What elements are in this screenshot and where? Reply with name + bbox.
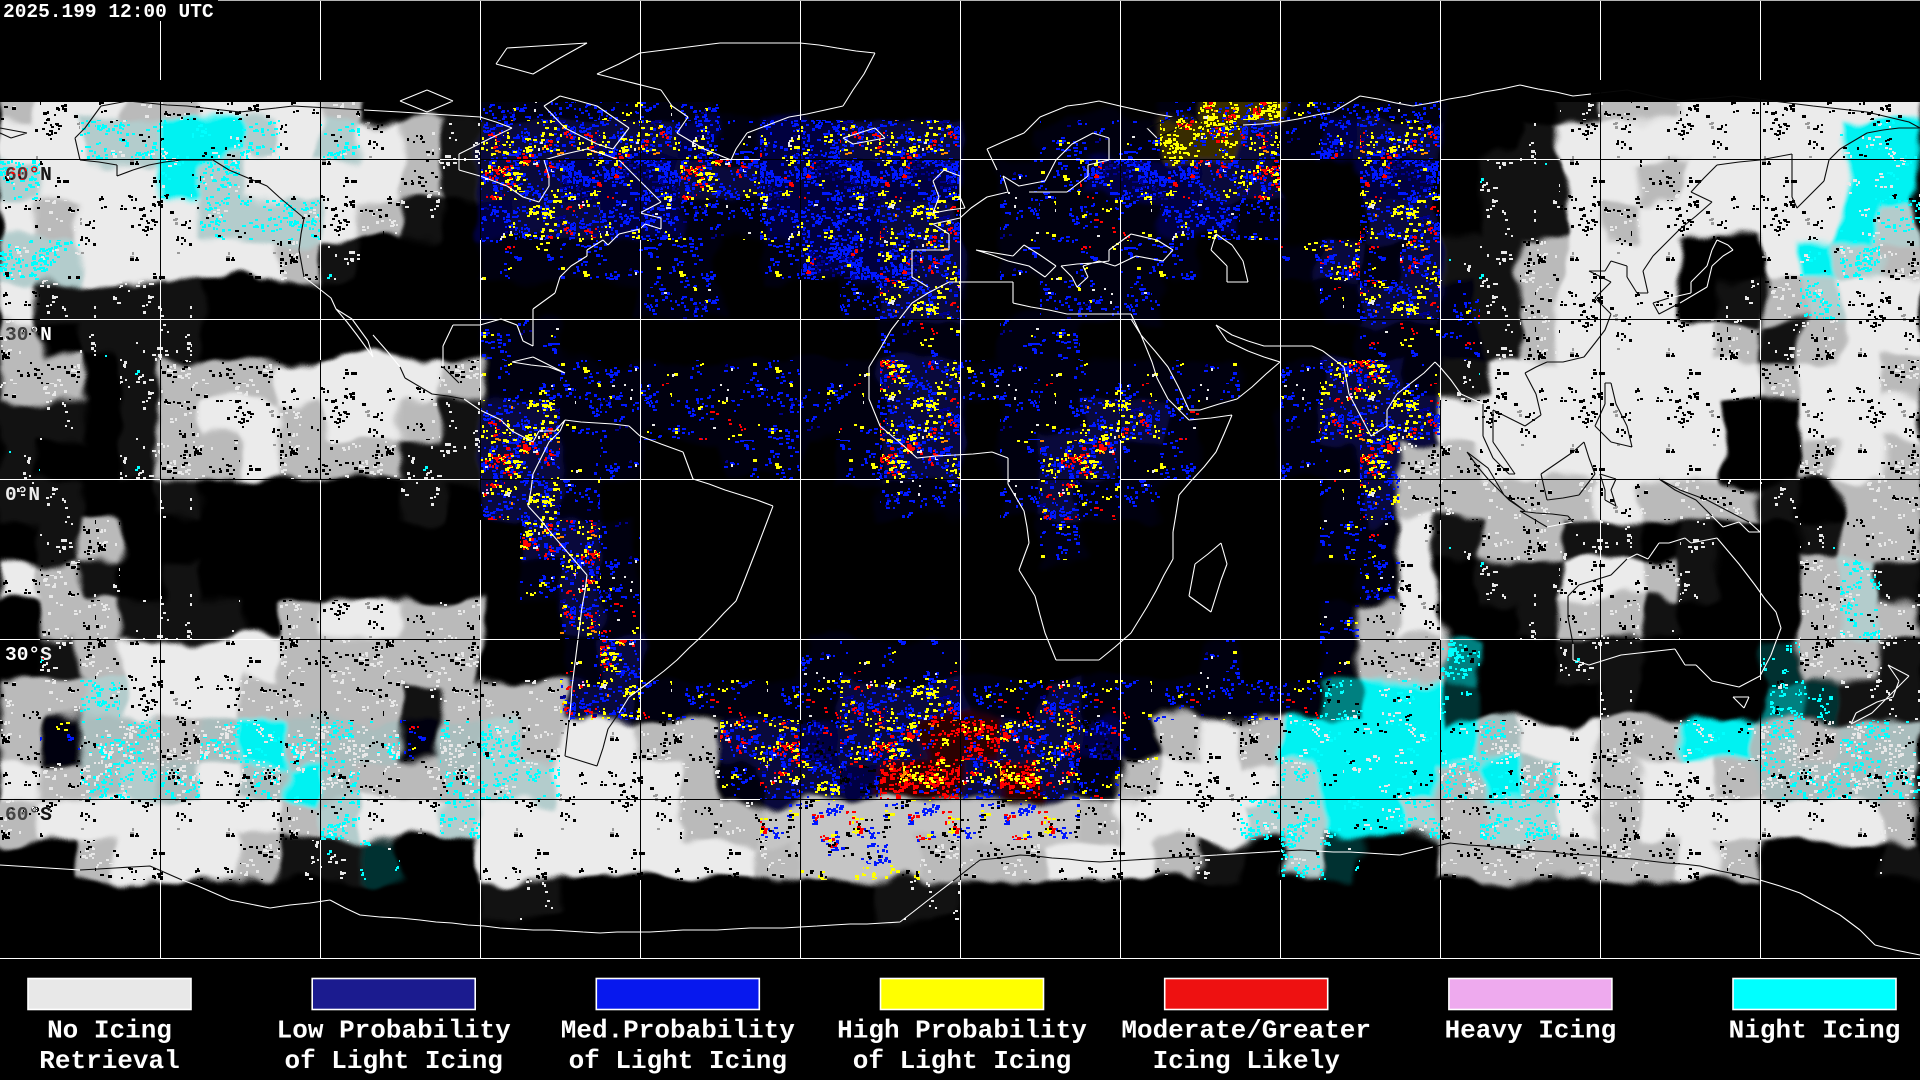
svg-text:Med.Probability: Med.Probability [561,1016,795,1046]
svg-text:Night Icing: Night Icing [1729,1016,1901,1046]
svg-text:0°N: 0°N [5,484,40,506]
svg-text:60°N: 60°N [5,164,52,186]
svg-text:60°S: 60°S [5,804,52,826]
svg-text:of Light Icing: of Light Icing [569,1046,787,1076]
svg-text:Low Probability: Low Probability [277,1016,511,1046]
svg-text:30°S: 30°S [5,644,52,666]
svg-text:30°N: 30°N [5,324,52,346]
svg-text:Retrieval: Retrieval [39,1046,179,1076]
svg-text:No Icing: No Icing [47,1016,172,1046]
svg-text:High Probability: High Probability [837,1016,1087,1046]
svg-text:Heavy Icing: Heavy Icing [1445,1016,1617,1046]
svg-text:2025.199 12:00 UTC: 2025.199 12:00 UTC [3,1,214,23]
svg-text:Moderate/Greater: Moderate/Greater [1121,1016,1371,1046]
svg-text:of Light Icing: of Light Icing [853,1046,1071,1076]
svg-text:of Light Icing: of Light Icing [284,1046,502,1076]
svg-text:Icing Likely: Icing Likely [1153,1046,1341,1076]
